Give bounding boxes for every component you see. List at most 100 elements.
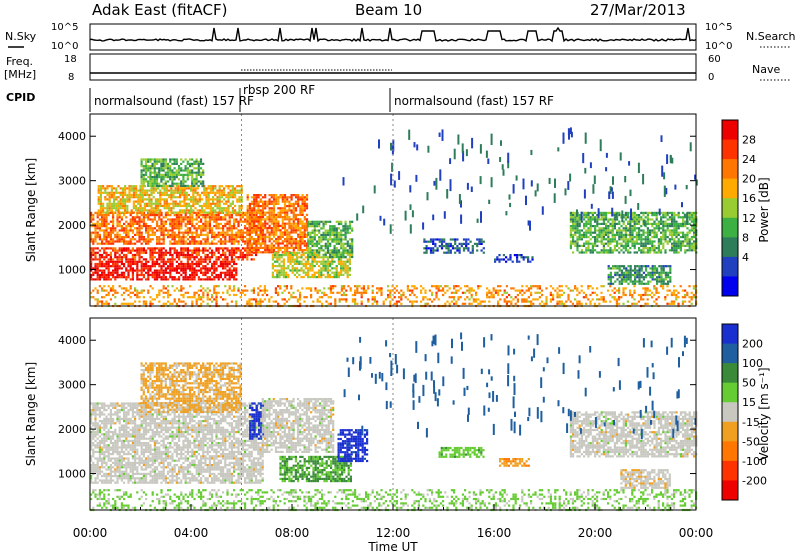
power-cell <box>105 227 108 230</box>
power-cell <box>127 265 130 268</box>
power-cell <box>211 271 214 274</box>
power-cell <box>522 258 525 261</box>
power-cell <box>264 233 267 236</box>
power-cell <box>238 185 241 188</box>
power-cell <box>191 267 194 270</box>
power-cell <box>613 222 616 225</box>
power-cell <box>320 249 323 252</box>
power-cell <box>184 271 187 274</box>
power-cell <box>282 271 285 274</box>
power-cell <box>320 233 323 237</box>
power-cell <box>169 293 172 297</box>
power-cell <box>186 233 189 236</box>
power-cell <box>653 273 656 277</box>
power-cell <box>116 238 119 241</box>
power-cell <box>587 220 590 223</box>
power-cell <box>274 256 277 259</box>
power-cell <box>635 216 638 219</box>
power-cell <box>147 233 150 236</box>
power-cell <box>337 220 341 223</box>
power-cell <box>589 238 592 241</box>
power-cell <box>112 231 115 234</box>
power-cell <box>429 249 433 252</box>
power-cell <box>693 216 696 219</box>
power-cell <box>182 249 185 252</box>
power-cell <box>266 249 269 252</box>
power-cell <box>285 254 288 257</box>
power-cell <box>159 196 162 199</box>
power-cell <box>280 260 283 263</box>
power-cell <box>660 269 663 272</box>
power-cell <box>106 207 109 210</box>
power-cell <box>693 229 696 232</box>
power-cell <box>473 242 477 245</box>
power-cell <box>164 220 167 223</box>
power-cell <box>282 267 285 270</box>
power-cell <box>443 245 446 248</box>
power-cell <box>197 184 200 187</box>
power-cell <box>195 247 198 250</box>
power-cell <box>664 211 667 214</box>
power-cell <box>125 229 128 232</box>
power-cell <box>193 225 196 228</box>
power-cell <box>190 211 193 214</box>
power-cell <box>609 276 612 279</box>
power-cell <box>605 211 608 214</box>
power-cell <box>222 233 225 236</box>
power-cell <box>90 233 93 236</box>
power-cell <box>188 165 192 168</box>
power-cell <box>324 220 327 223</box>
power-cell <box>138 238 141 241</box>
power-cell <box>226 222 229 225</box>
power-cell <box>182 278 185 281</box>
power-cell <box>675 214 678 217</box>
power-cell <box>228 227 231 230</box>
power-cell <box>340 269 343 272</box>
power-cell <box>200 302 203 305</box>
power-cell <box>656 269 659 272</box>
power-cell <box>653 247 656 250</box>
power-cell <box>618 233 621 236</box>
power-cell <box>333 244 336 248</box>
power-cell <box>283 227 287 230</box>
power-cell <box>142 167 145 170</box>
power-cell <box>114 253 117 257</box>
power-cell <box>471 247 474 250</box>
power-cell <box>158 258 161 261</box>
power-cell <box>646 231 649 234</box>
power-cell <box>276 276 279 279</box>
power-cell <box>200 260 203 263</box>
power-cell <box>197 247 200 250</box>
power-cell <box>611 238 614 241</box>
power-cell <box>170 202 173 205</box>
power-cell <box>299 244 302 247</box>
power-cell <box>279 207 282 210</box>
power-cell <box>294 238 298 241</box>
power-cell <box>569 220 572 223</box>
power-cell <box>154 209 157 212</box>
power-cell <box>166 165 170 168</box>
power-cell <box>118 265 121 268</box>
power-cell <box>162 276 165 279</box>
power-cell <box>318 265 321 268</box>
power-cell <box>109 247 112 250</box>
power-cell <box>591 231 594 234</box>
power-cell <box>125 256 128 259</box>
power-cell <box>679 236 682 239</box>
power-cell <box>250 209 254 212</box>
power-cell <box>638 231 641 234</box>
power-cell <box>294 229 298 232</box>
power-cell <box>222 229 225 232</box>
power-cell <box>217 231 220 234</box>
power-cell <box>240 191 243 194</box>
power-cell <box>197 298 200 301</box>
power-cell <box>107 231 110 234</box>
power-cell <box>116 222 119 225</box>
power-cell <box>270 229 273 232</box>
power-cell <box>682 240 685 243</box>
power-cell <box>299 207 302 210</box>
power-cell <box>171 169 174 172</box>
power-cell <box>147 225 150 228</box>
power-cell <box>170 209 173 212</box>
power-cell <box>164 165 167 168</box>
